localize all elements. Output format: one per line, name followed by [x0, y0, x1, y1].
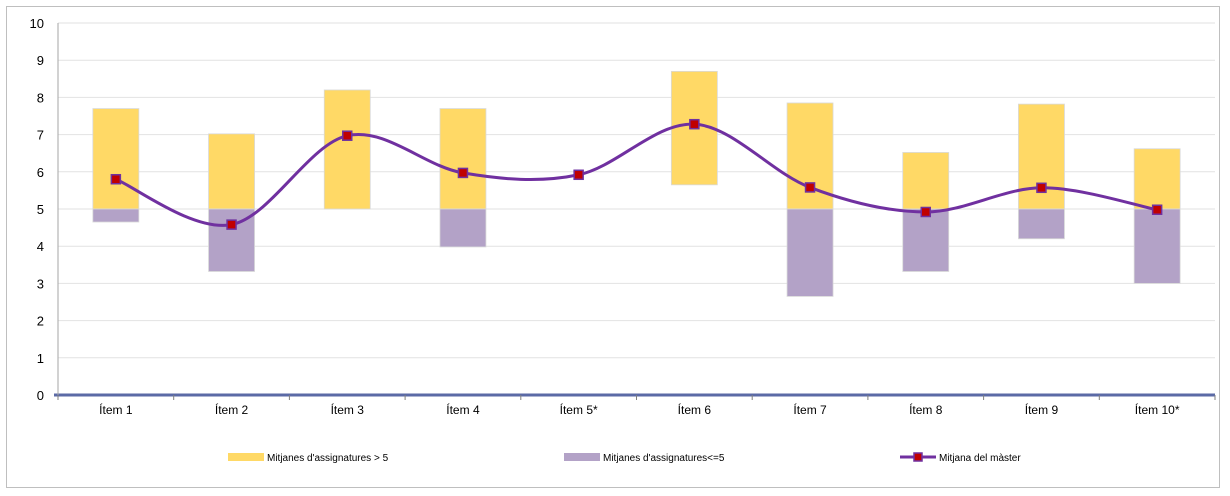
x-axis — [54, 23, 1216, 400]
mean-marker — [342, 130, 353, 141]
x-tick-label: Ítem 8 — [909, 402, 943, 417]
x-tick-label: Ítem 7 — [793, 402, 827, 417]
range-bar — [1133, 148, 1181, 210]
range-bar — [902, 208, 950, 272]
y-tick-label: 1 — [37, 351, 44, 366]
range-bar — [1133, 208, 1181, 284]
mean-marker — [226, 219, 237, 230]
mean-marker — [110, 173, 122, 185]
x-tick-label: Ítem 2 — [215, 402, 249, 417]
range-bar — [786, 208, 834, 297]
range-bar — [208, 133, 255, 210]
range-bar — [323, 89, 371, 210]
x-tick-label: Ítem 5* — [560, 402, 598, 417]
legend-swatch — [564, 453, 600, 461]
y-tick-label: 0 — [37, 388, 44, 403]
legend-marker-swatch — [913, 452, 923, 462]
legend-label: Mitjana del màster — [939, 453, 1021, 464]
mean-marker — [920, 206, 931, 218]
y-tick-label: 2 — [37, 314, 44, 329]
y-tick-label: 8 — [37, 90, 44, 105]
mean-marker — [1036, 182, 1047, 194]
line-series — [110, 118, 1163, 230]
y-tick-label: 9 — [37, 53, 44, 68]
range-bar — [92, 208, 140, 223]
x-tick-label: Ítem 10* — [1135, 402, 1180, 417]
legend-swatch — [228, 453, 264, 461]
x-axis-tick-labels: Ítem 1 Ítem 2 Ítem 3 Ítem 4 Ítem 5* Ítem 6 Íte… — [99, 402, 1180, 417]
mean-marker — [573, 169, 584, 181]
y-tick-label: 6 — [37, 165, 44, 180]
legend-label: Mitjanes d'assignatures > 5 — [267, 453, 389, 464]
range-bar — [92, 108, 140, 210]
x-tick-label: Ítem 1 — [99, 402, 133, 417]
y-tick-label: 3 — [37, 276, 44, 291]
y-tick-label: 10 — [30, 16, 44, 31]
range-bar — [1018, 208, 1065, 240]
range-bar — [902, 152, 950, 210]
x-tick-label: Ítem 9 — [1025, 402, 1059, 417]
mean-marker — [457, 167, 469, 179]
legend-label: Mitjanes d'assignatures<=5 — [603, 453, 725, 464]
y-tick-label: 5 — [37, 202, 44, 217]
mean-line — [115, 122, 1158, 227]
range-bar — [1018, 103, 1065, 210]
x-tick-label: Ítem 6 — [678, 402, 712, 417]
mean-marker — [1151, 204, 1163, 215]
y-tick-label: 4 — [37, 239, 44, 254]
range-bar — [439, 108, 487, 210]
range-bars — [92, 70, 1181, 297]
y-axis-tick-labels: 0 1 2 3 4 5 6 7 8 9 10 — [30, 16, 44, 403]
x-tick-label: Ítem 3 — [331, 402, 365, 417]
mean-marker — [804, 182, 816, 193]
legend: Mitjanes d'assignatures > 5 Mitjanes d'as… — [228, 452, 1021, 464]
x-tick-label: Ítem 4 — [446, 402, 480, 417]
y-tick-label: 7 — [37, 128, 44, 143]
mean-marker — [689, 118, 700, 130]
range-bar — [439, 208, 487, 248]
